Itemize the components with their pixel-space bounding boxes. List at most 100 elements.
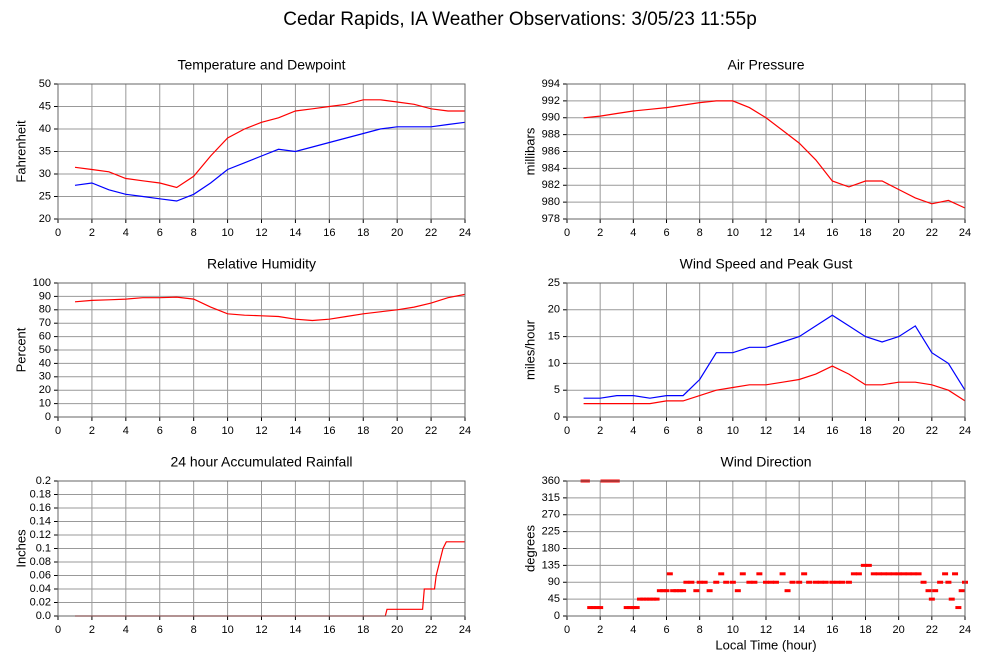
data-point <box>928 597 935 601</box>
x-tick-label: 0 <box>55 624 61 636</box>
x-tick-label: 4 <box>123 227 129 239</box>
x-tick-label: 22 <box>425 624 437 636</box>
data-point <box>751 580 758 584</box>
x-tick-label: 16 <box>323 227 335 239</box>
x-tick-label: 6 <box>663 227 669 239</box>
data-point <box>587 606 594 610</box>
data-point <box>885 572 892 576</box>
x-tick-label: 16 <box>323 624 335 636</box>
data-point <box>895 572 902 576</box>
y-tick-label: 0.02 <box>30 596 51 608</box>
data-point <box>942 572 949 576</box>
x-tick-label: 0 <box>564 624 570 636</box>
x-tick-label: 22 <box>425 425 437 437</box>
data-point <box>756 572 763 576</box>
data-point <box>937 580 944 584</box>
data-point <box>763 580 769 584</box>
y-axis-label: Percent <box>13 327 28 372</box>
y-tick-label: 45 <box>39 100 51 112</box>
x-tick-label: 8 <box>697 425 703 437</box>
data-point <box>955 606 962 610</box>
y-tick-label: 90 <box>548 576 560 588</box>
x-tick-label: 24 <box>459 227 471 239</box>
y-tick-label: 60 <box>39 331 51 343</box>
y-tick-label: 180 <box>542 542 560 554</box>
y-tick-label: 0.12 <box>30 529 51 541</box>
data-point <box>723 580 730 584</box>
x-tick-label: 10 <box>221 425 233 437</box>
data-point <box>593 606 600 610</box>
x-tick-label: 2 <box>89 227 95 239</box>
data-point <box>656 589 663 593</box>
data-line <box>74 121 466 202</box>
x-tick-label: 20 <box>391 624 403 636</box>
data-point <box>646 597 653 601</box>
x-tick-label: 14 <box>289 227 301 239</box>
data-point <box>590 606 597 610</box>
x-tick-label: 6 <box>663 624 669 636</box>
y-tick-label: 0 <box>554 411 560 423</box>
data-point <box>597 606 604 610</box>
x-tick-label: 20 <box>391 227 403 239</box>
x-tick-label: 4 <box>630 227 636 239</box>
y-tick-label: 35 <box>39 145 51 157</box>
data-point <box>772 580 779 584</box>
x-tick-label: 22 <box>926 624 938 636</box>
y-tick-label: 25 <box>548 277 560 289</box>
plot-frame <box>566 282 966 418</box>
data-point <box>696 580 703 584</box>
x-tick-label: 12 <box>255 425 267 437</box>
x-tick-label: 8 <box>191 425 197 437</box>
y-tick-label: 20 <box>39 384 51 396</box>
y-tick-label: 15 <box>548 331 560 343</box>
y-tick-label: 90 <box>39 290 51 302</box>
x-tick-label: 8 <box>191 227 197 239</box>
data-point <box>920 580 927 584</box>
plot-frame <box>566 480 966 617</box>
x-tick-label: 24 <box>959 624 971 636</box>
data-point <box>673 589 680 593</box>
data-point <box>650 597 657 601</box>
y-tick-label: 270 <box>542 509 560 521</box>
y-tick-label: 40 <box>39 123 51 135</box>
panel-title: Wind Speed and Peak Gust <box>680 256 853 272</box>
y-tick-label: 315 <box>542 492 560 504</box>
y-tick-label: 10 <box>548 357 560 369</box>
y-tick-label: 988 <box>542 129 560 141</box>
x-tick-label: 2 <box>89 624 95 636</box>
data-line <box>74 293 466 322</box>
data-point <box>905 572 912 576</box>
data-point <box>623 606 630 610</box>
data-point <box>875 572 882 576</box>
x-tick-label: 4 <box>630 624 636 636</box>
data-point <box>789 580 796 584</box>
y-tick-label: 50 <box>39 344 51 356</box>
panel-title: 24 hour Accumulated Rainfall <box>170 454 352 470</box>
panel-title: Relative Humidity <box>207 256 316 272</box>
data-point <box>839 580 846 584</box>
data-point <box>910 572 917 576</box>
data-point <box>958 589 965 593</box>
data-point <box>850 572 857 576</box>
y-tick-label: 360 <box>542 475 560 487</box>
y-tick-label: 982 <box>542 179 560 191</box>
data-point <box>627 606 634 610</box>
y-tick-label: 0.16 <box>30 502 51 514</box>
y-tick-label: 994 <box>542 78 560 90</box>
y-tick-label: 992 <box>542 95 560 107</box>
data-point <box>948 597 955 601</box>
plot-frame <box>57 480 466 617</box>
x-tick-label: 4 <box>123 425 129 437</box>
x-tick-label: 6 <box>157 624 163 636</box>
x-tick-label: 10 <box>221 624 233 636</box>
data-point <box>706 589 713 593</box>
data-point <box>801 572 808 576</box>
x-tick-label: 18 <box>859 227 871 239</box>
y-tick-label: 0 <box>45 411 51 423</box>
data-point <box>729 580 736 584</box>
y-tick-label: 980 <box>542 196 560 208</box>
x-axis-label: Local Time (hour) <box>715 637 816 652</box>
data-point <box>806 580 813 584</box>
x-tick-label: 20 <box>893 624 905 636</box>
data-point <box>834 580 841 584</box>
